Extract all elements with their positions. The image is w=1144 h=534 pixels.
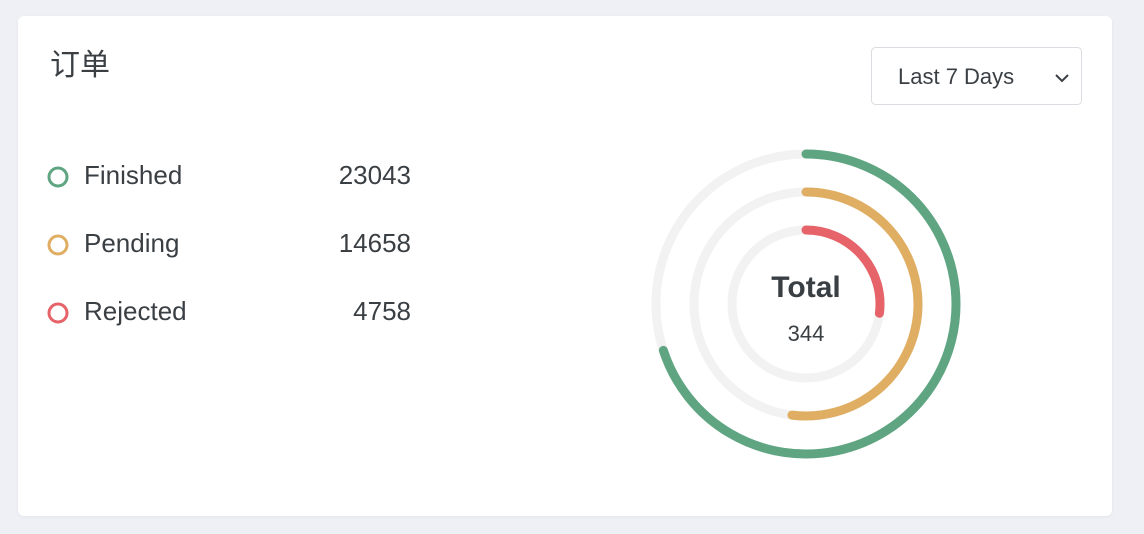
legend-name: Pending <box>84 228 179 258</box>
ring-bar <box>787 187 923 421</box>
chevron[interactable] <box>1055 74 1069 83</box>
select-label[interactable]: Last 7 Days <box>898 64 1014 89</box>
legend-marker <box>47 302 69 324</box>
legend-count: 14658 <box>339 228 411 258</box>
legend-name: Rejected <box>84 296 187 326</box>
legend-count: 4758 <box>353 296 411 326</box>
center-value: 344 <box>788 321 825 346</box>
legend-name: Finished <box>84 160 182 190</box>
card-title: 订单 <box>50 49 110 82</box>
legend-marker <box>47 234 69 256</box>
range-select[interactable]: Last 7 Days <box>871 47 1082 105</box>
legend-count: 23043 <box>339 160 411 190</box>
select-box[interactable] <box>871 47 1082 105</box>
center-label: Total <box>771 271 840 304</box>
legend-marker <box>47 166 69 188</box>
ring-bar <box>658 149 961 459</box>
ring-bar <box>801 225 885 318</box>
